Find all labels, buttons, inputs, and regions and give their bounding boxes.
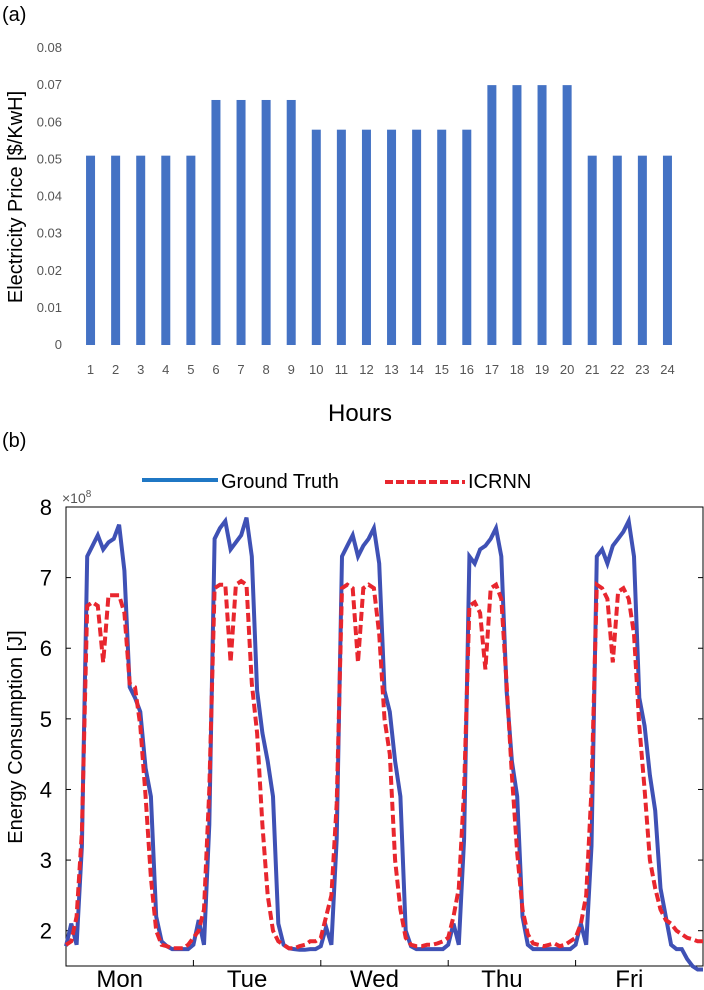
line-chart-y-tick-label: 3 xyxy=(40,848,52,873)
bar-chart-x-tick-label: 9 xyxy=(288,362,295,377)
series-icrnn xyxy=(64,578,703,951)
bar-chart-y-axis-label: Electricity Price [$/KwH] xyxy=(5,91,27,303)
bar-chart-x-axis-label: Hours xyxy=(328,400,392,427)
line-chart-x-tick-label: Tue xyxy=(227,966,267,990)
bar-chart-x-tick-label: 17 xyxy=(485,362,499,377)
bar-chart-y-tick-label: 0.07 xyxy=(37,77,62,92)
bar-chart-x-tick-label: 1 xyxy=(87,362,94,377)
bar-chart-y-tick-label: 0.01 xyxy=(37,300,62,315)
bar-chart-x-ticks: 1 2 3 4 5 6 7 8 9 10 11 12 13 14 15 16 17 18 19 20 21 22 23 24 xyxy=(87,362,675,377)
bar-chart-x-tick-label: 11 xyxy=(335,362,349,377)
bar-chart-x-tick-label: 8 xyxy=(263,362,270,377)
bar-hour-20 xyxy=(562,85,572,345)
bar-chart-x-tick-label: 7 xyxy=(237,362,244,377)
line-chart-y-tick-label: 8 xyxy=(40,495,52,520)
legend-ground-truth-label: Ground Truth xyxy=(221,471,339,493)
panel-b-label: (b) xyxy=(2,430,26,452)
bar-hour-6 xyxy=(211,99,221,345)
bar-chart-y-tick-label: 0.06 xyxy=(37,114,62,129)
bar-hour-5 xyxy=(186,155,196,345)
bar-chart-y-tick-label: 0.04 xyxy=(37,189,62,204)
bar-chart-y-tick-label: 0.03 xyxy=(37,226,62,241)
bar-hour-17 xyxy=(487,85,497,345)
line-chart-y-tick-label: 5 xyxy=(40,707,52,732)
panel-a-label: (a) xyxy=(2,4,26,26)
line-chart-x-tick-label: Thu xyxy=(481,966,522,990)
bar-chart-bars xyxy=(86,85,672,345)
bar-chart-x-tick-label: 10 xyxy=(309,362,323,377)
bar-hour-21 xyxy=(587,155,597,345)
bar-hour-14 xyxy=(412,129,422,345)
bar-hour-3 xyxy=(136,155,146,345)
line-chart-y-tick-label: 6 xyxy=(40,636,52,661)
bar-chart-y-tick-label: 0 xyxy=(55,337,62,352)
bar-chart-x-tick-label: 14 xyxy=(409,362,423,377)
bar-chart-x-tick-label: 3 xyxy=(137,362,144,377)
bar-hour-23 xyxy=(637,155,647,345)
bar-chart-x-tick-label: 15 xyxy=(434,362,448,377)
bar-chart-x-tick-label: 18 xyxy=(510,362,524,377)
bar-chart-y-tick-label: 0.08 xyxy=(37,40,62,55)
bar-chart-x-tick-label: 22 xyxy=(610,362,624,377)
line-chart-y-tick-label: 4 xyxy=(40,777,52,802)
bar-chart-x-tick-label: 12 xyxy=(359,362,373,377)
panel-b-line-chart: (b) Ground Truth ICRNN ×108 2 3 4 5 6 7 8 Mon T… xyxy=(2,430,704,990)
bar-hour-2 xyxy=(111,155,121,345)
bar-hour-15 xyxy=(437,129,447,345)
bar-chart-x-tick-label: 2 xyxy=(112,362,119,377)
bar-hour-18 xyxy=(512,85,522,345)
line-chart-y-ticks: 2 3 4 5 6 7 8 xyxy=(40,495,703,944)
bar-chart-x-tick-label: 5 xyxy=(187,362,194,377)
bar-hour-12 xyxy=(361,129,371,345)
legend: Ground Truth ICRNN xyxy=(142,471,531,493)
series-ground-truth xyxy=(64,514,703,972)
bar-chart-y-ticks: 0 0.01 0.02 0.03 0.04 0.05 0.06 0.07 0.08 xyxy=(37,40,62,352)
bar-hour-11 xyxy=(336,129,346,345)
line-chart-y-axis-label: Energy Consumption [J] xyxy=(5,630,27,843)
line-chart-y-tick-label: 2 xyxy=(40,919,52,944)
bar-chart-x-tick-label: 6 xyxy=(212,362,219,377)
bar-chart-x-tick-label: 4 xyxy=(162,362,169,377)
bar-chart-x-tick-label: 19 xyxy=(535,362,549,377)
bar-hour-4 xyxy=(161,155,171,345)
bar-hour-22 xyxy=(612,155,622,345)
bar-chart-x-tick-label: 24 xyxy=(660,362,674,377)
line-chart-axes-box xyxy=(65,506,704,967)
bar-chart-x-tick-label: 16 xyxy=(460,362,474,377)
bar-hour-1 xyxy=(86,155,96,345)
bar-chart-x-tick-label: 20 xyxy=(560,362,574,377)
bar-hour-8 xyxy=(261,99,271,345)
bar-chart-x-tick-label: 23 xyxy=(635,362,649,377)
y-axis-multiplier: ×108 xyxy=(62,489,92,506)
bar-hour-24 xyxy=(662,155,672,345)
bar-hour-10 xyxy=(311,129,321,345)
line-chart-x-tick-label: Fri xyxy=(615,966,643,990)
bar-hour-9 xyxy=(286,99,296,345)
bar-chart-y-tick-label: 0.02 xyxy=(37,263,62,278)
bar-hour-19 xyxy=(537,85,547,345)
line-chart-y-tick-label: 7 xyxy=(40,566,52,591)
bar-chart-x-tick-label: 13 xyxy=(384,362,398,377)
line-chart-x-tick-label: Wed xyxy=(350,966,399,990)
bar-hour-7 xyxy=(236,99,246,345)
bar-chart-x-tick-label: 21 xyxy=(585,362,599,377)
bar-chart-y-tick-label: 0.05 xyxy=(37,151,62,166)
line-chart-x-tick-label: Mon xyxy=(96,966,143,990)
legend-icrnn-label: ICRNN xyxy=(468,471,531,493)
bar-hour-13 xyxy=(387,129,397,345)
line-chart-x-ticks: Mon Tue Wed Thu Fri xyxy=(96,960,643,990)
bar-hour-16 xyxy=(462,129,472,345)
line-chart-series xyxy=(64,514,703,972)
